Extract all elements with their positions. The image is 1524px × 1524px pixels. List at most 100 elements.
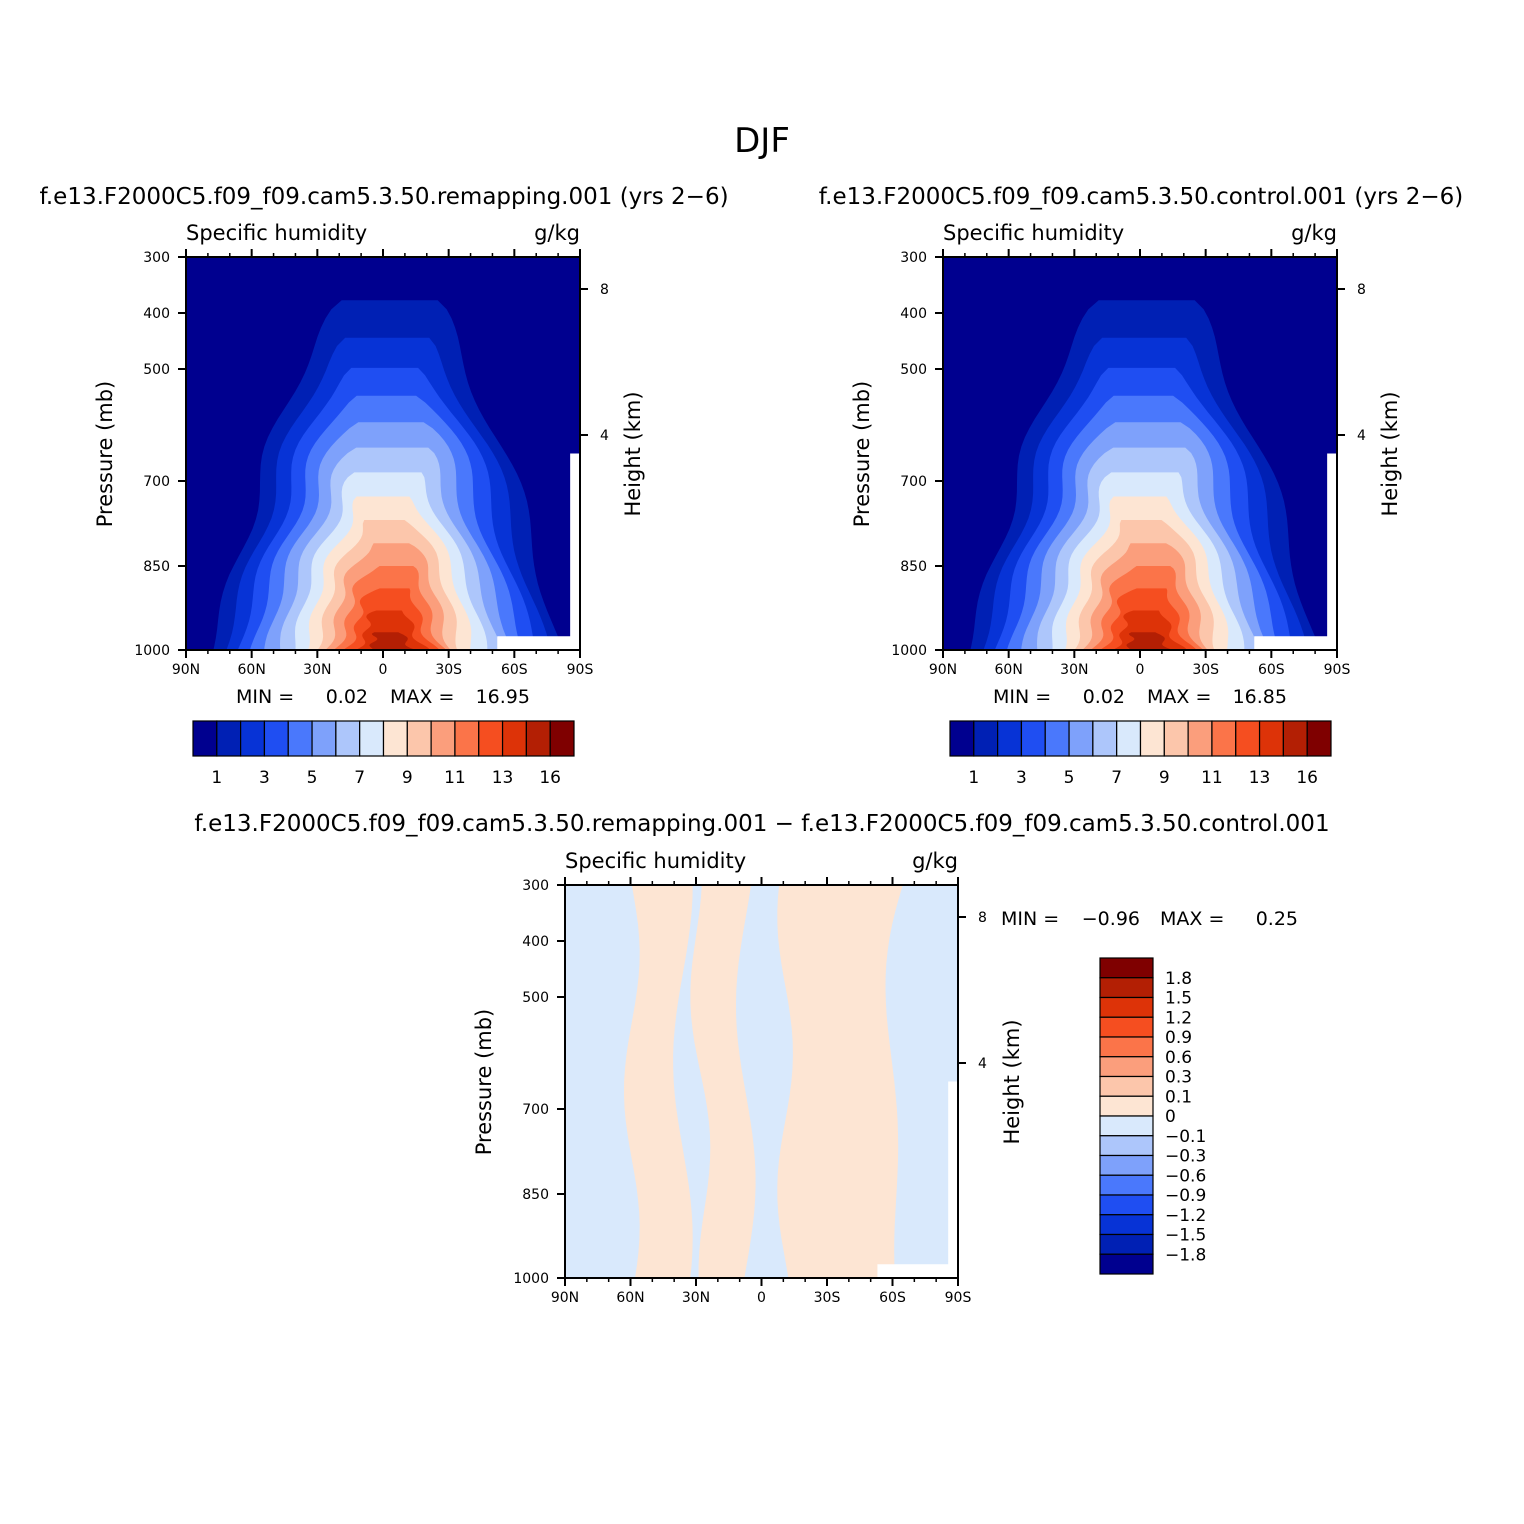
colorbar-label: 7 (1111, 768, 1122, 788)
y2-tick-label: 4 (1357, 428, 1366, 444)
x-tick-label: 60N (995, 662, 1023, 678)
colorbar-box (1044, 720, 1070, 757)
y-tick-label: 400 (900, 306, 927, 322)
colorbar-label: 5 (307, 768, 318, 788)
max-value: 16.95 (476, 686, 530, 708)
colorbar-box (263, 720, 289, 757)
colorbar-label: −0.3 (1165, 1147, 1206, 1167)
colorbar-box (997, 720, 1023, 757)
y-axis: 300 400 500 700 850 1000 (513, 878, 565, 1287)
y-tick-label: 1000 (513, 1271, 549, 1287)
y2-tick-label: 8 (978, 910, 987, 926)
y-tick-label: 850 (522, 1187, 549, 1203)
colorbar-label: 9 (1159, 768, 1170, 788)
figure-title: DJF (734, 121, 790, 161)
x-tick-label: 60N (616, 1290, 644, 1306)
colorbar-box (406, 720, 432, 757)
colorbar: 1 3 5 7 9 11 13 16 (192, 720, 575, 788)
variable-label: Specific humidity (565, 849, 746, 873)
colorbar-box (1099, 1253, 1154, 1275)
units-label: g/kg (534, 221, 580, 245)
colorbar-box (1116, 720, 1142, 757)
colorbar-box (1068, 720, 1094, 757)
y-tick-label: 1000 (891, 643, 927, 659)
x-tick-label: 60S (1258, 662, 1285, 678)
y2-axis-label: Height (km) (621, 391, 645, 516)
colorbar-label: 16 (1296, 768, 1318, 788)
colorbar-label: 1 (211, 768, 222, 788)
colorbar-box (1099, 996, 1154, 1018)
colorbar-box (1099, 1194, 1154, 1216)
colorbar-box (1099, 1016, 1154, 1038)
colorbar-box (1099, 1135, 1154, 1157)
colorbar-box (1099, 1095, 1154, 1117)
max-label: MAX = (1160, 908, 1224, 930)
colorbar-box (1099, 1115, 1154, 1137)
colorbar-box (1139, 720, 1165, 757)
colorbar-label: 5 (1064, 768, 1075, 788)
min-label: MIN = (993, 686, 1051, 708)
x-tick-label: 90S (1324, 662, 1351, 678)
y-tick-label: 700 (900, 474, 927, 490)
min-label: MIN = (1001, 908, 1059, 930)
x-tick-label: 30S (435, 662, 462, 678)
x-tick-label: 90N (929, 662, 957, 678)
y2-axis: 84 (580, 282, 609, 444)
colorbar-box (454, 720, 480, 757)
colorbar-box (240, 720, 266, 757)
colorbar-label: 11 (1201, 768, 1223, 788)
colorbar-box (1099, 1075, 1154, 1097)
y-axis: 300 400 500 700 850 1000 (134, 250, 186, 659)
x-tick-label: 0 (757, 1290, 766, 1306)
run-title: f.e13.F2000C5.f09_f09.cam5.3.50.remappin… (39, 184, 728, 210)
x-tick-label: 0 (1136, 662, 1145, 678)
y2-axis-label: Height (km) (1000, 1019, 1024, 1144)
colorbar-label: 1.2 (1165, 1008, 1192, 1028)
contour-field (186, 257, 580, 650)
colorbar-label: 3 (259, 768, 270, 788)
colorbar-box (192, 720, 218, 757)
y-axis-label: Pressure (mb) (93, 381, 117, 528)
y-tick-label: 500 (143, 362, 170, 378)
contour-band (1126, 632, 1173, 650)
min-value: 0.02 (1083, 686, 1125, 708)
colorbar-box (501, 720, 527, 757)
panel-difference: f.e13.F2000C5.f09_f09.cam5.3.50.remappin… (194, 811, 1329, 1306)
colorbar-label: 13 (492, 768, 514, 788)
colorbar-box (973, 720, 999, 757)
colorbar-box (1099, 1214, 1154, 1236)
colorbar-box (1020, 720, 1046, 757)
y2-axis-label: Height (km) (1378, 391, 1402, 516)
y-tick-label: 700 (522, 1102, 549, 1118)
colorbar-box (1099, 1233, 1154, 1255)
colorbar-label: 0 (1165, 1107, 1176, 1127)
colorbar-box (549, 720, 575, 757)
colorbar-box (287, 720, 313, 757)
colorbar-label: 1.8 (1165, 969, 1192, 989)
y-tick-label: 1000 (134, 643, 170, 659)
colorbar-label: 1 (968, 768, 979, 788)
y2-axis: 84 (1337, 282, 1366, 444)
y-tick-label: 300 (900, 250, 927, 266)
x-tick-label: 30S (1192, 662, 1219, 678)
y-tick-label: 400 (143, 306, 170, 322)
x-axis: 90N 60N 30N 0 30S 60S 90S (172, 249, 593, 678)
y2-axis: 84 (958, 910, 987, 1072)
units-label: g/kg (1291, 221, 1337, 245)
contour-band (1122, 654, 1176, 666)
colorbar-box (1099, 1036, 1154, 1058)
band-negative (565, 885, 958, 1278)
x-tick-label: 30S (814, 1290, 841, 1306)
colorbar-box (1282, 720, 1308, 757)
min-value: 0.02 (326, 686, 368, 708)
y-axis-label: Pressure (mb) (472, 1009, 496, 1156)
colorbar-box (382, 720, 408, 757)
band-positive (777, 885, 903, 1278)
missing-data (497, 636, 580, 650)
colorbar-box (1235, 720, 1261, 757)
x-tick-label: 60S (879, 1290, 906, 1306)
colorbar-label: 0.1 (1165, 1087, 1192, 1107)
max-label: MAX = (1147, 686, 1211, 708)
colorbar-label: 0.6 (1165, 1048, 1192, 1068)
